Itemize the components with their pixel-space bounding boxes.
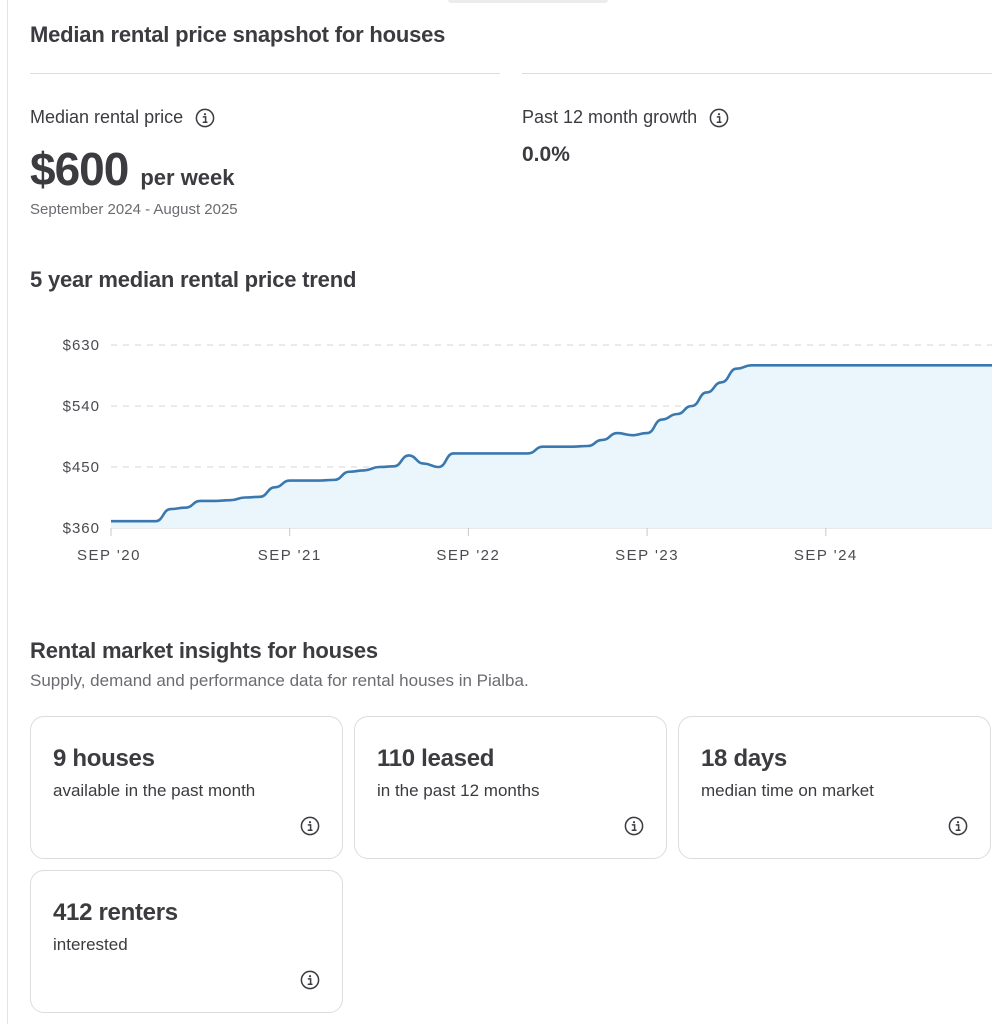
y-tick-label: $450 [63, 459, 100, 476]
median-price-unit: per week [140, 165, 235, 190]
divider [522, 73, 992, 74]
insights-subtitle: Supply, demand and performance data for … [30, 671, 529, 690]
top-handle [448, 0, 608, 3]
info-icon[interactable] [300, 970, 320, 990]
insight-desc: median time on market [701, 781, 874, 800]
insights-title: Rental market insights for houses [30, 638, 378, 663]
y-tick-label: $630 [63, 337, 100, 354]
divider [30, 73, 500, 74]
median-price-value: $600 [30, 143, 129, 195]
x-tick-label: SEP '20 [77, 547, 141, 564]
insight-card-available: 9 houses available in the past month [30, 716, 343, 859]
left-border [7, 0, 8, 1024]
info-icon[interactable] [195, 108, 215, 128]
y-tick-label: $540 [63, 398, 100, 415]
insight-value: 9 houses [53, 745, 155, 772]
snapshot-title: Median rental price snapshot for houses [30, 22, 446, 47]
median-price-label-row: Median rental price [30, 107, 215, 128]
insight-desc: interested [53, 935, 128, 954]
y-tick-label: $360 [63, 520, 100, 537]
trend-title: 5 year median rental price trend [30, 267, 357, 292]
insight-desc: available in the past month [53, 781, 256, 800]
growth-label-row: Past 12 month growth [522, 107, 729, 128]
y-axis: $630 $540 $450 $360 [63, 337, 100, 537]
insight-value: 18 days [701, 745, 787, 772]
rental-price-trend-chart: $630$540$450$360 SEP '20 SEP '21 SEP '22 SE… [63, 337, 992, 564]
insight-card-leased: 110 leased in the past 12 months [354, 716, 667, 859]
growth-label: Past 12 month growth [522, 107, 698, 127]
info-icon[interactable] [624, 816, 644, 836]
x-axis: SEP '20 SEP '21 SEP '22 SEP '23 SEP '24 [77, 528, 858, 564]
median-price-period: September 2024 - August 2025 [30, 201, 238, 218]
insight-value: 412 renters [53, 899, 178, 926]
insight-desc: in the past 12 months [377, 781, 540, 800]
median-price: $600 per week [30, 142, 235, 196]
chart-series-line [111, 364, 992, 523]
info-icon[interactable] [709, 108, 729, 128]
growth-value: 0.0% [522, 143, 570, 166]
insight-value: 110 leased [377, 745, 495, 772]
insight-card-renters: 412 renters interested [30, 870, 343, 1013]
info-icon[interactable] [300, 816, 320, 836]
x-tick-label: SEP '22 [436, 547, 500, 564]
x-tick-label: SEP '21 [258, 547, 322, 564]
median-price-label: Median rental price [30, 107, 184, 127]
x-tick-label: SEP '24 [794, 547, 858, 564]
x-tick-label: SEP '23 [615, 547, 679, 564]
info-icon[interactable] [948, 816, 968, 836]
insight-card-days: 18 days median time on market [678, 716, 991, 859]
